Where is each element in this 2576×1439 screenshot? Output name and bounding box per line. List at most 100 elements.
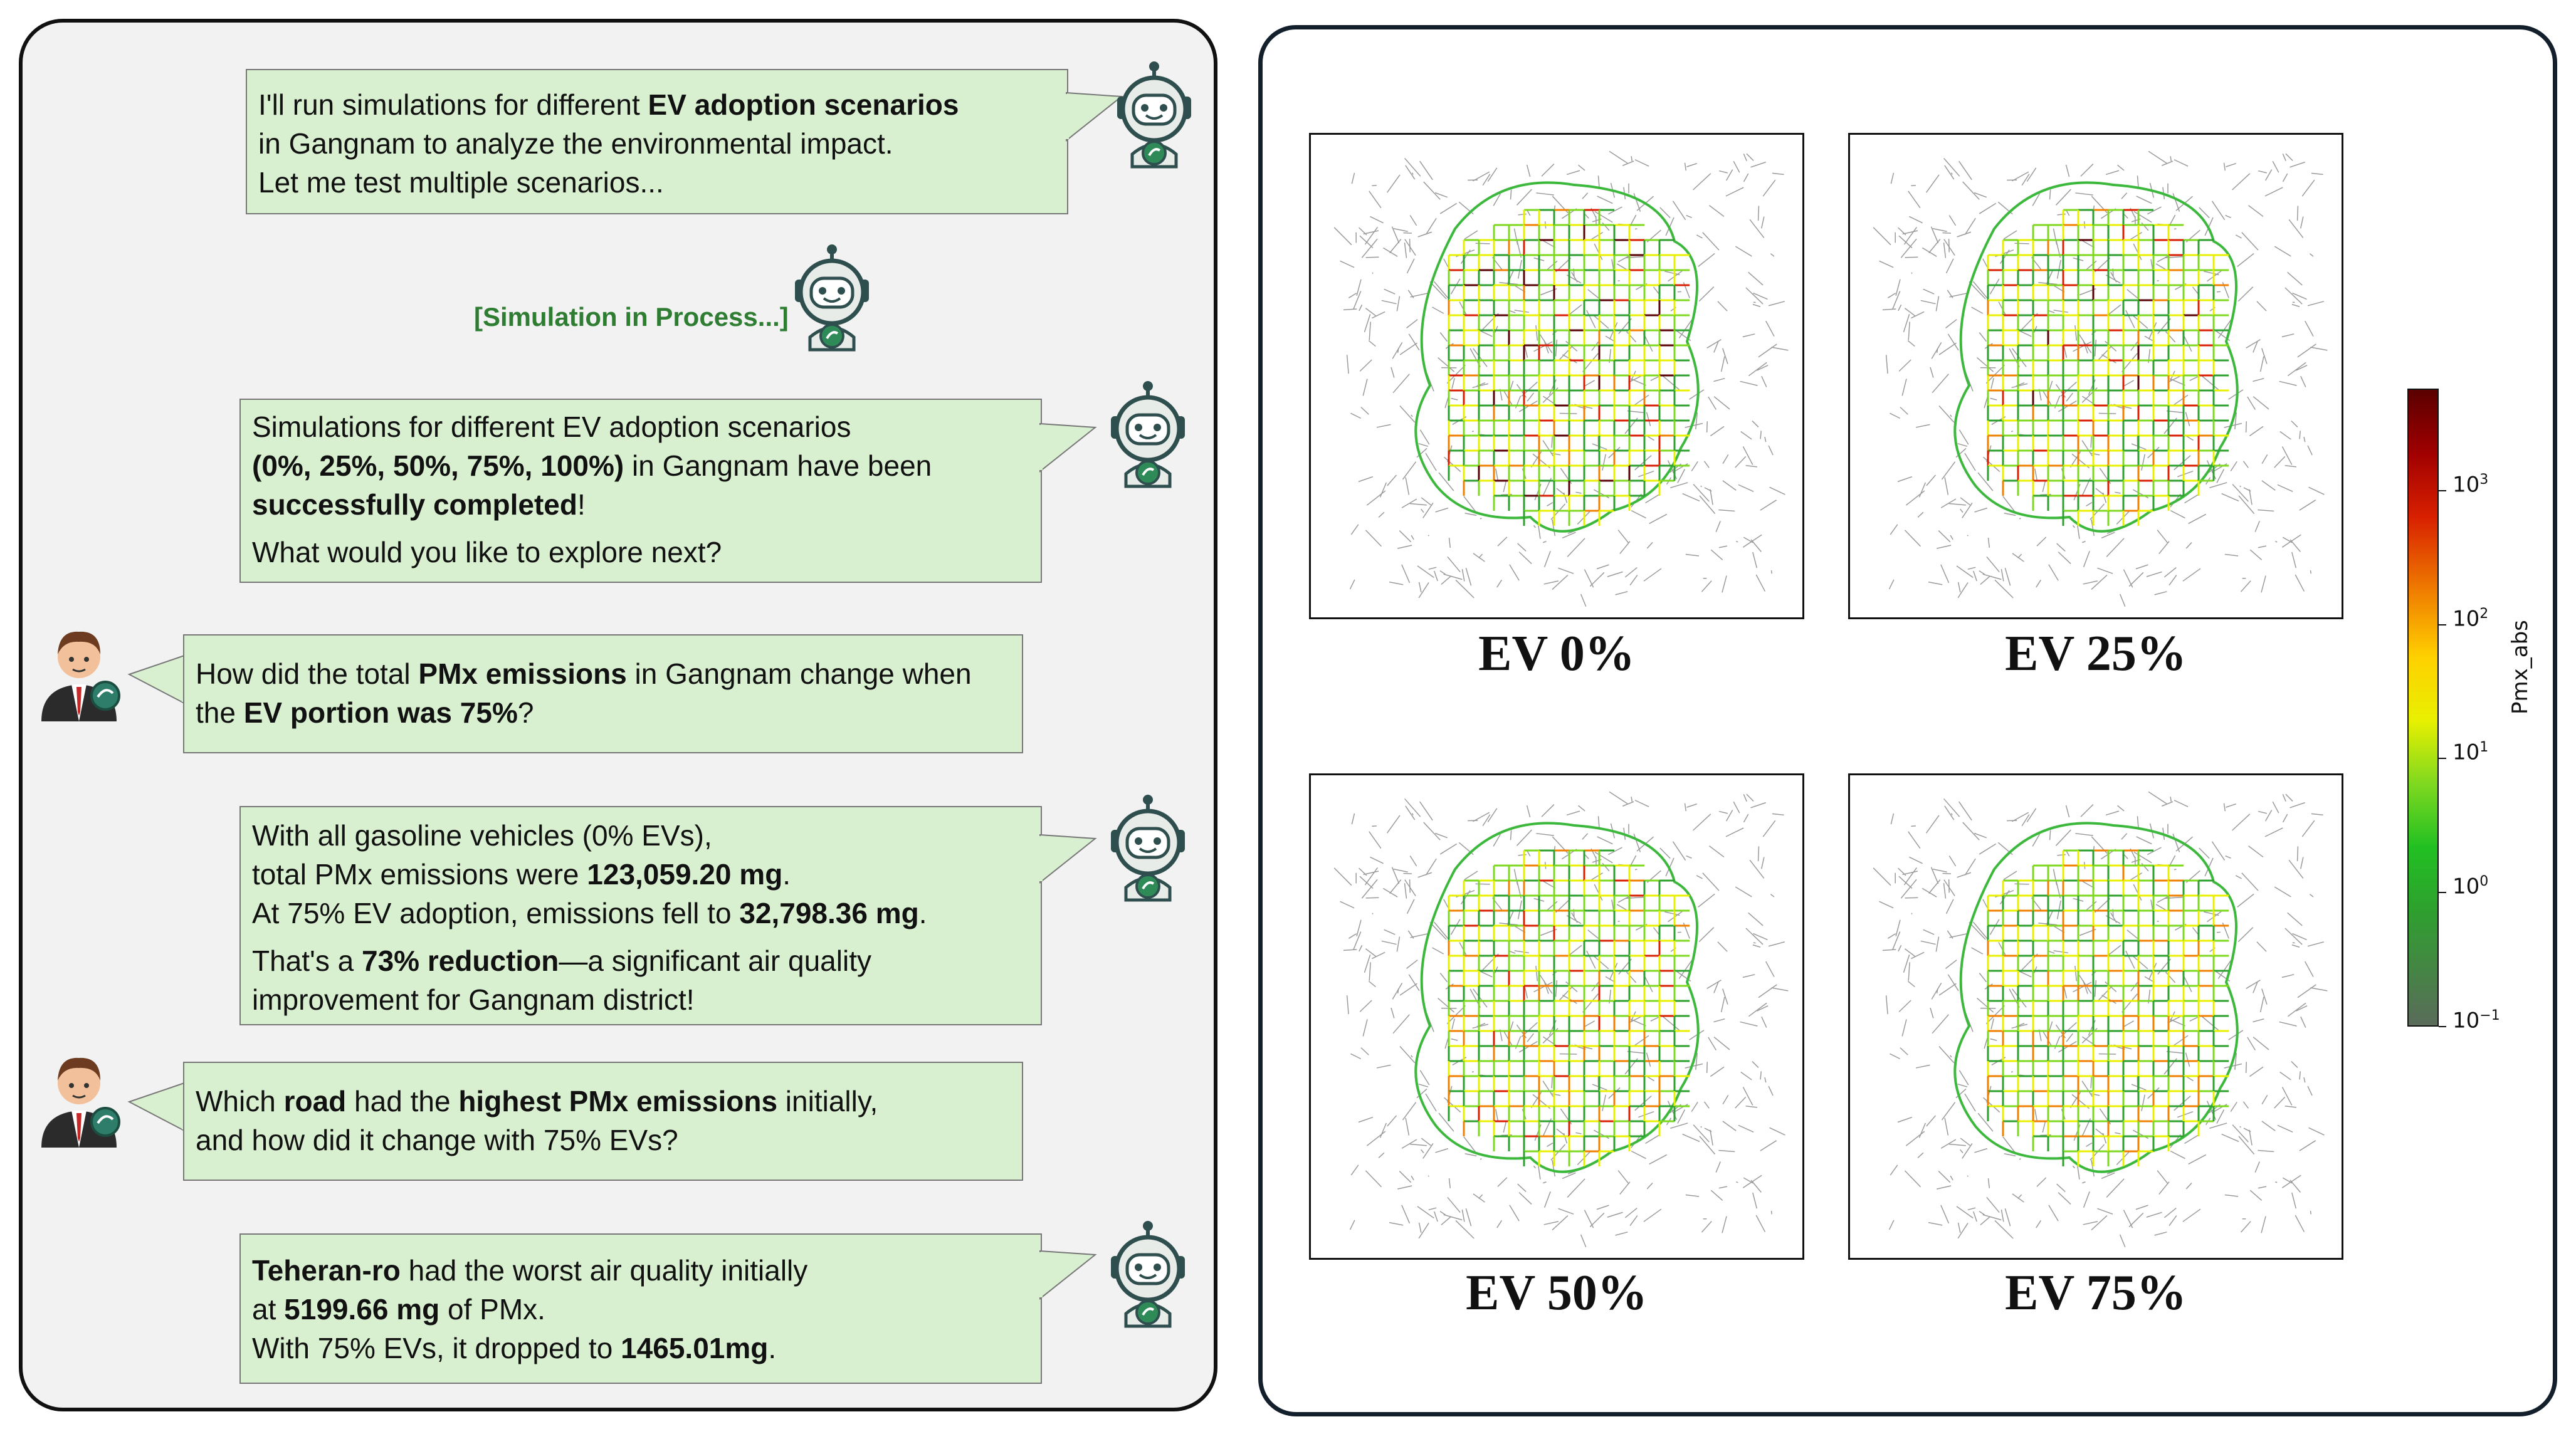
- road-segment: [2155, 263, 2167, 271]
- road-segment: [1955, 1088, 1967, 1099]
- road-segment: [2249, 1190, 2263, 1201]
- road-network: [1873, 150, 2328, 607]
- road-segment: [1882, 308, 1896, 311]
- road-segment: [1434, 192, 1448, 198]
- road-segment: [1461, 1209, 1465, 1222]
- road-segment: [1898, 359, 1911, 372]
- road-segment: [1592, 314, 1609, 329]
- road-segment: [1547, 502, 1553, 506]
- road-segment: [1552, 1215, 1569, 1231]
- road-segment: [2158, 541, 2170, 555]
- bold-text: 5199.66 mg: [284, 1293, 440, 1326]
- road-segment: [1526, 805, 1531, 818]
- road-segment: [2169, 575, 2177, 586]
- road-segment: [2243, 487, 2251, 492]
- road-segment: [2226, 803, 2236, 808]
- road-segment: [1948, 879, 1950, 893]
- road-segment: [1546, 901, 1558, 911]
- road-segment: [2261, 348, 2268, 364]
- road-segment: [1384, 929, 1396, 935]
- road-segment: [1418, 1222, 1422, 1233]
- road-segment: [2081, 239, 2095, 248]
- road-segment: [2172, 193, 2180, 212]
- road-segment: [1379, 482, 1387, 498]
- road-segment: [1969, 922, 1986, 940]
- road-segment: [1685, 1063, 1703, 1069]
- road-segment: [2221, 493, 2239, 502]
- road-segment: [1941, 1102, 1956, 1121]
- road-segment: [2192, 927, 2199, 936]
- road-segment: [2225, 855, 2231, 859]
- road-segment: [1742, 1087, 1753, 1106]
- road-segment: [1986, 556, 2000, 573]
- road-segment: [1646, 412, 1651, 426]
- road-segment: [1333, 227, 1352, 246]
- bubble-tail: [1039, 422, 1097, 473]
- road-segment: [1638, 1111, 1654, 1118]
- road-segment: [1983, 1097, 2000, 1113]
- road-segment: [2264, 169, 2273, 181]
- road-segment: [1633, 834, 1641, 852]
- road-segment: [2201, 1015, 2219, 1031]
- message-line: the EV portion was 75%?: [196, 693, 1011, 732]
- road-segment: [2141, 222, 2149, 231]
- road-segment: [1575, 1132, 1582, 1134]
- road-segment: [1494, 326, 1498, 333]
- road-segment: [1382, 887, 1398, 897]
- road-segment: [1533, 341, 1553, 352]
- road-segment: [1359, 304, 1363, 311]
- road-segment: [1607, 206, 1622, 215]
- road-segment: [1607, 571, 1623, 577]
- road-segment: [1932, 228, 1947, 233]
- road-segment: [1633, 394, 1649, 406]
- road-segment: [1582, 833, 1589, 840]
- road-segment: [1514, 310, 1529, 313]
- message-line: Teheran-ro had the worst air quality ini…: [252, 1251, 1029, 1290]
- road-segment: [1350, 524, 1359, 535]
- road-segment: [1947, 974, 1959, 992]
- road-segment: [1762, 820, 1776, 837]
- road-segment: [2146, 571, 2162, 577]
- road-segment: [2170, 797, 2172, 802]
- road-segment: [2310, 1210, 2311, 1215]
- road-segment: [2125, 950, 2135, 969]
- road-segment: [2165, 331, 2176, 343]
- message-text: !: [577, 488, 586, 521]
- road-segment: [2146, 1211, 2162, 1218]
- road-segment: [1722, 348, 1728, 364]
- road-segment: [1709, 205, 1725, 217]
- road-segment: [2147, 847, 2162, 856]
- road-segment: [1459, 301, 1467, 315]
- road-segment: [1463, 496, 1478, 515]
- road-segment: [1745, 1106, 1757, 1108]
- road-segment: [1745, 465, 1757, 468]
- district-boundary-road: [1414, 181, 1700, 533]
- road-segment: [2169, 1215, 2177, 1227]
- road-segment: [1450, 919, 1461, 935]
- road-segment: [1473, 988, 1488, 1008]
- road-segment: [2121, 353, 2138, 372]
- road-segment: [2161, 801, 2174, 807]
- road-segment: [1360, 1047, 1369, 1055]
- road-segment: [2033, 326, 2037, 333]
- road-segment: [1895, 279, 1901, 296]
- road-segment: [2239, 485, 2241, 488]
- road-network: [1333, 791, 1789, 1248]
- road-segment: [1422, 503, 1434, 518]
- road-segment: [1706, 421, 1708, 433]
- road-segment: [1964, 858, 1976, 876]
- road-segment: [2091, 1215, 2108, 1231]
- road-segment: [1928, 879, 1941, 894]
- road-segment: [2185, 1052, 2190, 1067]
- road-segment: [1989, 278, 2000, 295]
- message-line: At 75% EV adoption, emissions fell to 32…: [252, 894, 1029, 933]
- colorbar-tick-mark: [2439, 892, 2446, 894]
- road-segment: [1935, 296, 1940, 311]
- road-segment: [1422, 1143, 1434, 1159]
- road-segment: [1343, 308, 1357, 311]
- road-segment: [1417, 1206, 1434, 1219]
- road-segment: [2258, 1186, 2267, 1189]
- road-segment: [1346, 355, 1349, 374]
- road-segment: [2074, 325, 2078, 341]
- map-label: EV 0%: [1478, 626, 1635, 681]
